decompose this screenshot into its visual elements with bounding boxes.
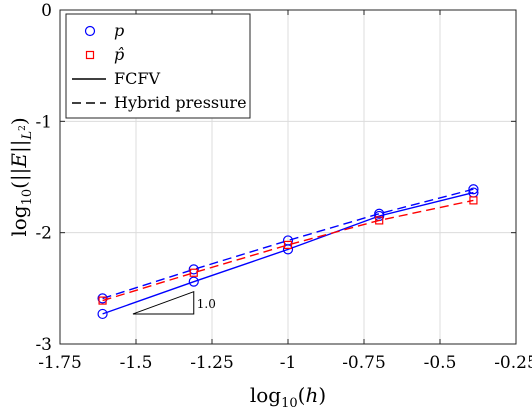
legend-label: p̂ [114, 45, 124, 64]
legend-marker-square [85, 50, 95, 60]
legend-label: Hybrid pressure [114, 93, 247, 112]
y-axis-label: log10(||E||L2) [7, 117, 35, 236]
x-tick-label: -1.75 [38, 353, 82, 373]
legend-box [65, 13, 251, 119]
legend-marker-circle [84, 25, 96, 37]
legend: p p̂ FCFV Hybrid pressure [65, 13, 251, 119]
legend-item: p̂ [85, 45, 124, 64]
data-point [188, 276, 199, 287]
data-point [374, 208, 385, 219]
data-point [468, 184, 479, 195]
series-2 [98, 196, 478, 305]
legend-item: FCFV [72, 69, 160, 88]
series-1 [97, 184, 479, 304]
x-tick-label: -1.5 [120, 353, 153, 373]
series-line [102, 191, 474, 315]
legend-label: p [114, 21, 124, 40]
y-tick-label: -3 [35, 335, 52, 355]
data-point [97, 308, 108, 320]
slope-triangle-shape [132, 290, 195, 315]
legend-item: p [84, 21, 124, 40]
x-tick-label: -0.25 [494, 353, 532, 373]
legend-label: FCFV [114, 69, 160, 88]
ticks [59, 9, 517, 345]
x-tick-label: -1 [280, 353, 297, 373]
data-point [97, 293, 108, 304]
data-point [282, 235, 294, 246]
slope-label: 1.0 [197, 297, 216, 311]
x-tick-label: -1.25 [190, 353, 234, 373]
data-point [98, 296, 107, 305]
y-tick-label: -2 [35, 224, 52, 244]
legend-item: Hybrid pressure [72, 93, 247, 112]
slope-triangle: 1.0 [132, 290, 216, 315]
y-tick-label: -1 [35, 112, 52, 132]
x-tick-label: -0.5 [424, 353, 457, 373]
series-layer [97, 184, 479, 320]
x-tick-label: -0.75 [342, 353, 386, 373]
y-tick-label: 0 [41, 1, 52, 21]
data-point [283, 240, 293, 250]
data-point [469, 196, 478, 205]
data-point [188, 264, 199, 275]
series-line [102, 199, 474, 302]
data-point [189, 268, 198, 277]
tick-labels: -1.75 -1.5 -1.25 -1 -0.75 -0.5 -0.25 -3 -2 -1 0 [35, 1, 532, 373]
data-point [375, 216, 384, 225]
series-line [102, 188, 474, 300]
